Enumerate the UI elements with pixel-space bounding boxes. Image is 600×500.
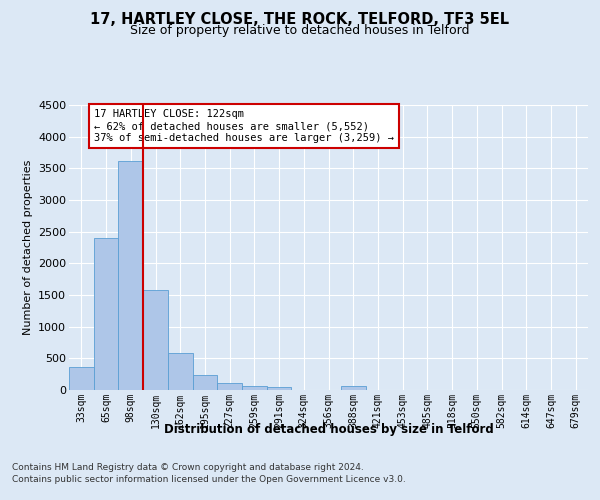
Bar	[118, 160, 143, 390]
Bar	[143, 290, 168, 390]
Text: 17, HARTLEY CLOSE, THE ROCK, TELFORD, TF3 5EL: 17, HARTLEY CLOSE, THE ROCK, TELFORD, TF…	[91, 12, 509, 28]
Text: Contains HM Land Registry data © Crown copyright and database right 2024.: Contains HM Land Registry data © Crown c…	[12, 462, 364, 471]
Bar	[94, 238, 118, 390]
Y-axis label: Number of detached properties: Number of detached properties	[23, 160, 32, 335]
Bar	[193, 376, 217, 390]
Bar	[242, 386, 267, 390]
Bar	[69, 366, 94, 390]
Bar	[341, 386, 365, 390]
Text: Size of property relative to detached houses in Telford: Size of property relative to detached ho…	[130, 24, 470, 37]
Bar	[168, 352, 193, 390]
Bar	[267, 387, 292, 390]
Text: 17 HARTLEY CLOSE: 122sqm
← 62% of detached houses are smaller (5,552)
37% of sem: 17 HARTLEY CLOSE: 122sqm ← 62% of detach…	[94, 110, 394, 142]
Text: Contains public sector information licensed under the Open Government Licence v3: Contains public sector information licen…	[12, 475, 406, 484]
Text: Distribution of detached houses by size in Telford: Distribution of detached houses by size …	[164, 422, 494, 436]
Bar	[217, 383, 242, 390]
